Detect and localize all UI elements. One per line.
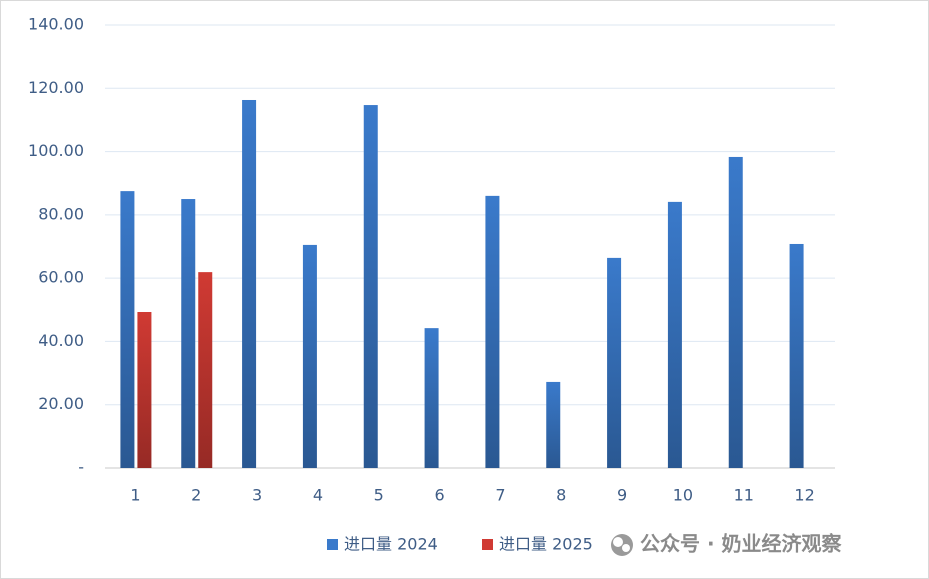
bar	[302, 244, 317, 468]
bar	[242, 99, 257, 469]
legend-label: 进口量 2024	[344, 535, 438, 554]
legend-swatch	[327, 539, 338, 550]
bar	[789, 243, 804, 468]
bar	[667, 201, 682, 468]
bar	[198, 272, 213, 468]
bar	[181, 199, 196, 469]
x-tick-label: 8	[556, 486, 566, 505]
x-tick-label: 2	[191, 486, 201, 505]
y-tick-label: 60.00	[38, 268, 84, 287]
y-tick-label: -	[78, 458, 84, 477]
x-tick-label: 10	[673, 486, 693, 505]
bar	[485, 195, 500, 468]
x-tick-label: 4	[313, 486, 323, 505]
bar	[137, 312, 152, 468]
x-tick-label: 5	[374, 486, 384, 505]
x-tick-label: 7	[495, 486, 505, 505]
x-tick-label: 12	[794, 486, 814, 505]
y-tick-label: 20.00	[38, 394, 84, 413]
watermark-icon	[611, 534, 633, 556]
bar	[424, 328, 439, 468]
x-tick-label: 9	[617, 486, 627, 505]
y-tick-label: 140.00	[28, 15, 84, 34]
y-tick-label: 120.00	[28, 78, 84, 97]
watermark: 公众号 · 奶业经济观察	[640, 532, 843, 556]
x-tick-label: 1	[130, 486, 140, 505]
y-tick-label: 40.00	[38, 331, 84, 350]
legend-swatch	[482, 539, 493, 550]
bar	[546, 381, 561, 468]
x-tick-label: 6	[434, 486, 444, 505]
x-tick-label: 3	[252, 486, 262, 505]
bar	[120, 191, 135, 468]
y-tick-label: 80.00	[38, 204, 84, 223]
legend-label: 进口量 2025	[499, 535, 593, 554]
x-tick-label: 11	[734, 486, 754, 505]
y-tick-label: 100.00	[28, 141, 84, 160]
bar	[728, 156, 743, 468]
bar	[607, 257, 622, 468]
bar	[363, 105, 378, 468]
